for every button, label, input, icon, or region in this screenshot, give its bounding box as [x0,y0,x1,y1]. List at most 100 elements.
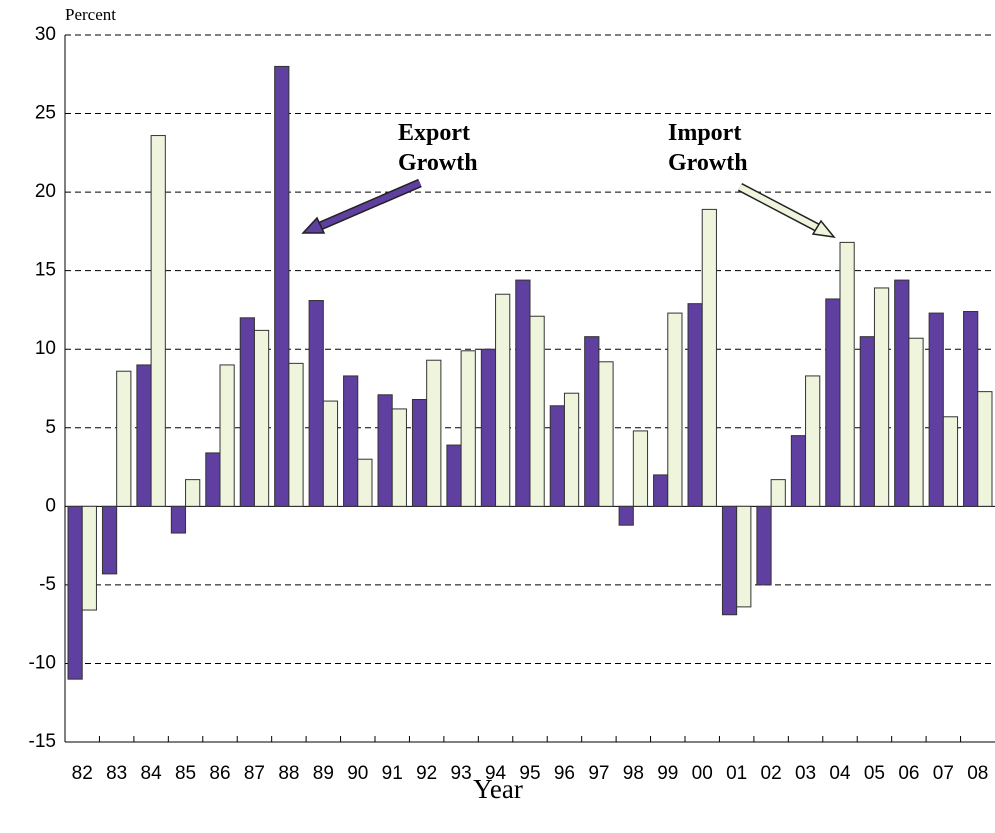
x-tick-label: 95 [519,763,540,784]
bar [239,317,255,507]
bar [549,405,565,507]
bar [721,505,738,616]
y-tick-label: 30 [35,24,56,45]
bar [653,474,669,507]
bar [977,391,993,507]
bar [288,362,304,507]
x-tick-label: 88 [278,763,299,784]
y-tick-label: 10 [35,338,56,359]
x-tick-label: 06 [898,763,919,784]
bar [322,400,339,507]
bar [185,479,201,507]
bar [756,505,772,586]
bar [136,364,152,507]
bar [790,435,807,507]
bar [839,241,855,507]
bar [667,312,683,507]
bar [81,505,97,611]
x-tick-label: 02 [761,763,782,784]
bar [859,336,875,507]
bar [770,479,786,507]
y-tick-label: 25 [35,103,56,124]
bar [598,361,614,507]
x-tick-label: 00 [692,763,713,784]
export-label: Export Growth [398,120,478,176]
bar [928,312,944,507]
bar [67,505,83,680]
y-tick-label: 5 [45,417,56,438]
bar [391,408,407,507]
y-tick-label: 20 [35,181,56,202]
bar [426,359,442,507]
x-tick-label: 83 [106,763,127,784]
bar [308,300,324,507]
bar [942,416,959,507]
bar [736,505,752,608]
import-arrow [738,184,822,232]
x-tick-label: 96 [554,763,575,784]
bar [963,311,979,507]
import-arrowhead [811,219,836,239]
x-tick-label: 87 [244,763,265,784]
bar [101,505,118,575]
bar [205,452,221,507]
y-tick-label: -5 [39,574,56,595]
x-tick-label: 91 [382,763,403,784]
x-tick-label: 93 [451,763,472,784]
x-tick-label: 84 [141,763,163,784]
import-label: Import Growth [668,120,748,176]
bar [873,287,890,507]
y-tick-label: -15 [29,731,56,752]
bar [687,303,703,507]
x-tick-label: 99 [657,763,678,784]
x-tick-label: 82 [72,763,93,784]
bar [460,350,476,507]
x-tick-label: 86 [209,763,230,784]
bar [632,430,649,507]
x-tick-label: 04 [829,763,851,784]
bar [219,364,235,507]
y-tick-label: 15 [35,260,56,281]
x-tick-label: 97 [588,763,609,784]
bar [357,458,373,507]
bar [170,505,187,534]
bar [908,337,924,507]
x-tick-label: 89 [313,763,334,784]
x-tick-label: 90 [347,763,368,784]
bar [584,336,600,507]
bar [805,375,821,507]
x-tick-label: 94 [485,763,507,784]
bar [495,293,511,507]
bar [515,279,531,507]
bar [411,398,428,507]
bar [701,208,717,507]
x-tick-label: 01 [726,763,747,784]
export-arrow [316,180,422,230]
x-tick-label: 07 [933,763,954,784]
bar [150,135,166,507]
x-tick-label: 98 [623,763,644,784]
bar [377,394,393,507]
bar [480,348,497,507]
x-tick-label: 92 [416,763,437,784]
x-tick-label: 03 [795,763,816,784]
x-tick-label: 08 [967,763,988,784]
x-tick-label: 85 [175,763,196,784]
bar [116,370,132,507]
bar [446,444,462,507]
export-arrowhead [301,216,326,234]
bar [529,315,545,507]
y-axis-label: Percent [65,5,116,24]
bar [825,298,841,507]
y-tick-label: 0 [45,495,56,516]
bar [343,375,359,507]
bar [253,329,270,507]
y-tick-label: -10 [29,652,56,673]
bar [274,65,290,507]
bar [618,505,634,526]
x-axis-label: Year [473,774,523,804]
bar [563,392,580,507]
annotation-arrows [301,178,836,239]
